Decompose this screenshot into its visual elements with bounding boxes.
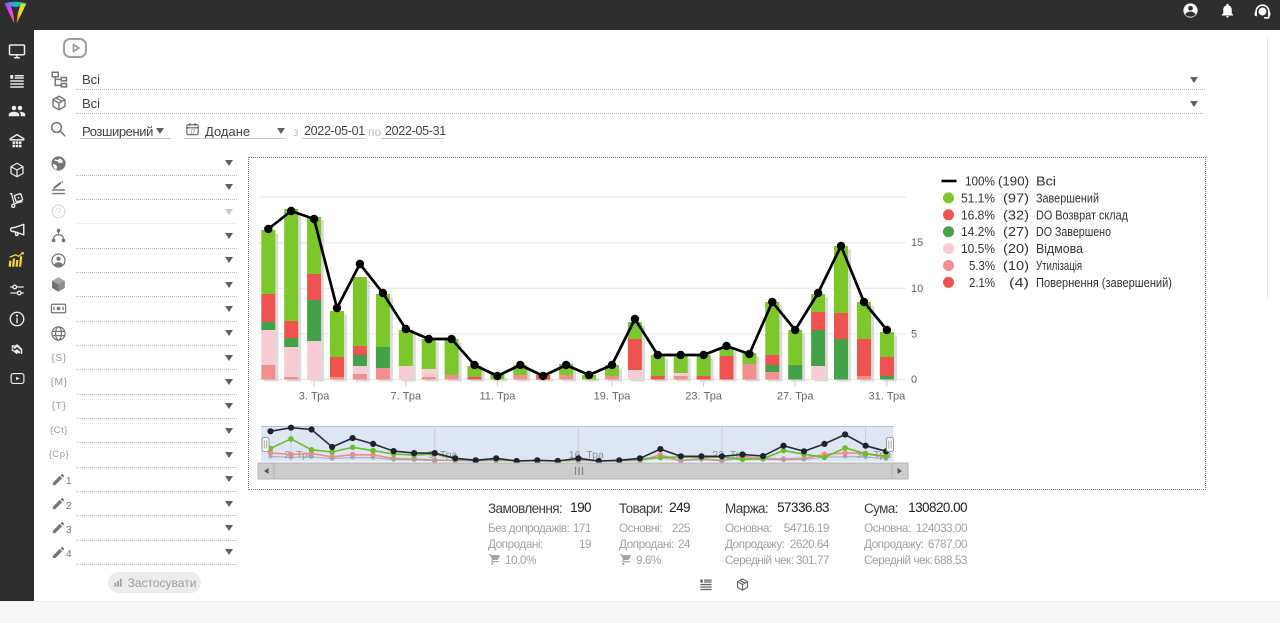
svg-text:Відмова: Відмова [1036, 242, 1083, 256]
svg-text:2.1%: 2.1% [969, 276, 995, 290]
svg-text:DO Возврат склад: DO Возврат склад [1036, 208, 1129, 222]
svg-text:0: 0 [911, 374, 917, 386]
svg-text:(4): (4) [1009, 276, 1029, 290]
svg-text:Всі: Всі [1036, 175, 1056, 189]
svg-text:5: 5 [911, 328, 917, 340]
svg-text:17: 17 [190, 129, 196, 135]
svg-text:16.8%: 16.8% [961, 208, 995, 222]
svg-text:19. Тра: 19. Тра [594, 391, 632, 403]
svg-text:27. Тра: 27. Тра [777, 391, 815, 403]
svg-text:(10): (10) [1003, 259, 1029, 273]
svg-text:Завершений: Завершений [1036, 191, 1099, 205]
svg-text:Повернення (завершений): Повернення (завершений) [1036, 276, 1172, 290]
svg-text:7. Тра: 7. Тра [391, 391, 422, 403]
svg-text:15: 15 [911, 237, 923, 249]
svg-text:(27): (27) [1003, 225, 1029, 239]
svg-text:51.1%: 51.1% [961, 191, 995, 205]
svg-text:11. Тра: 11. Тра [479, 391, 516, 403]
svg-text:10: 10 [911, 283, 923, 295]
svg-text:(32): (32) [1003, 208, 1029, 222]
svg-text:14.2%: 14.2% [961, 225, 995, 239]
svg-text:DO Завершено: DO Завершено [1036, 225, 1111, 239]
svg-text:(97): (97) [1003, 191, 1029, 205]
svg-text:(190): (190) [998, 175, 1029, 189]
svg-text:10.5%: 10.5% [961, 242, 995, 256]
svg-text:Утилізація: Утилізація [1036, 259, 1082, 273]
svg-text:5.3%: 5.3% [969, 259, 995, 273]
svg-text:31. Тра: 31. Тра [869, 391, 907, 403]
svg-text:(20): (20) [1003, 242, 1029, 256]
svg-text:23. Тра: 23. Тра [685, 391, 723, 403]
svg-text:3. Тра: 3. Тра [299, 391, 330, 403]
svg-text:100%: 100% [965, 175, 995, 189]
